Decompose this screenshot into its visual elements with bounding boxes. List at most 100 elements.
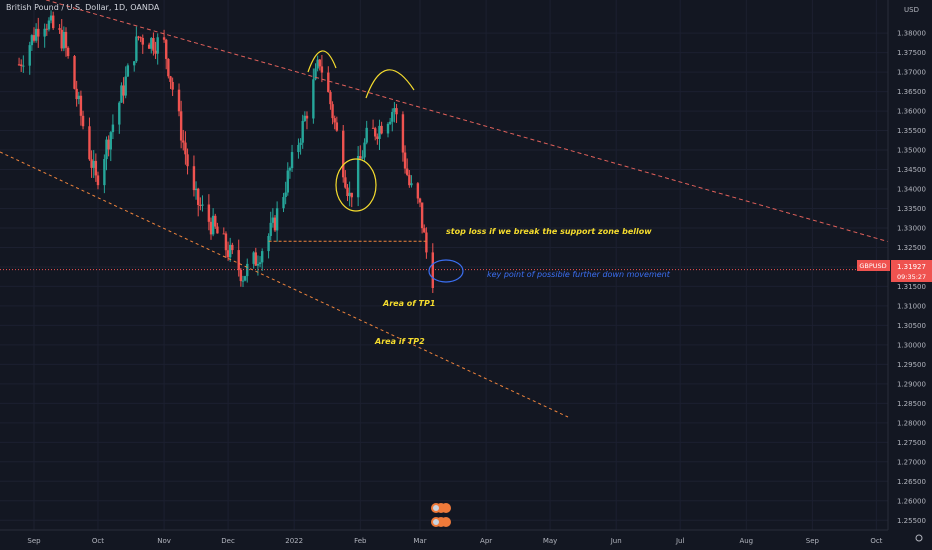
candle-body <box>37 28 40 37</box>
candle-body <box>252 252 255 264</box>
candle-body <box>154 50 157 54</box>
candle-body <box>111 124 115 133</box>
candle-body <box>94 160 98 176</box>
candle-body <box>316 59 319 69</box>
candle-body <box>286 170 289 193</box>
candle-body <box>20 64 23 67</box>
candle-body <box>420 202 424 229</box>
time-tick-label: Sep <box>806 537 820 545</box>
candle-body <box>273 217 277 231</box>
candle-body <box>96 175 100 186</box>
uk-flag-icon <box>433 505 439 511</box>
price-tick-label: 1.35000 <box>897 147 926 155</box>
us-flag-icon <box>433 519 439 525</box>
candle-body <box>284 192 287 198</box>
candle-body <box>214 215 217 227</box>
time-tick-label: Jun <box>610 537 622 545</box>
gear-icon[interactable] <box>915 534 923 542</box>
candle-body <box>199 204 202 206</box>
settings[interactable] <box>915 534 923 542</box>
candle-body <box>237 250 240 270</box>
candle-body <box>410 183 413 186</box>
candle-body <box>109 132 112 150</box>
currency-label: USD <box>904 6 919 14</box>
candle-body <box>22 65 25 67</box>
price-tick-label: 1.36000 <box>897 108 926 116</box>
price-tick-label: 1.33000 <box>897 224 926 232</box>
candle-body <box>376 136 379 139</box>
candle-body <box>135 36 138 62</box>
candle-body <box>182 140 185 143</box>
price-tick-label: 1.37500 <box>897 49 926 57</box>
key-point-ellipse <box>428 259 464 283</box>
candle-body <box>222 233 226 235</box>
candle-body <box>120 85 123 103</box>
price-tick-label: 1.31500 <box>897 283 926 291</box>
candle-body <box>147 44 151 49</box>
candle-body <box>207 204 211 222</box>
candle-body <box>388 121 392 124</box>
candle-body <box>49 15 53 21</box>
candle-body <box>43 28 46 37</box>
candle-body <box>312 79 315 119</box>
bottom-highlight-ellipse <box>335 158 377 212</box>
time-tick-label: Feb <box>354 537 367 545</box>
price-tick-label: 1.32500 <box>897 244 926 252</box>
candle-body <box>51 15 55 29</box>
candle-body <box>241 280 245 282</box>
candle-body <box>374 128 377 137</box>
candle-body <box>211 215 215 235</box>
candle-body <box>92 160 95 168</box>
tp1-annotation: Area of TP1 <box>382 299 435 308</box>
candle-body <box>305 115 309 119</box>
candle-body <box>333 118 336 123</box>
candle-body <box>329 92 332 105</box>
price-tick-label: 1.37000 <box>897 69 926 77</box>
resistance-trendline <box>44 0 889 243</box>
news-flag-icons[interactable] <box>431 503 451 527</box>
stop-loss-annotation: stop loss if we break the support zone b… <box>446 227 652 236</box>
candle-body <box>416 183 420 199</box>
last-price-value: 1.31927 <box>897 263 926 271</box>
candle-body <box>342 130 345 178</box>
time-axis[interactable]: Sep Oct Nov Dec 2022 Feb Mar Apr May Jun Jul Aug Sep… <box>0 529 888 545</box>
candle-body <box>267 235 270 252</box>
candle-body <box>179 111 183 141</box>
candle-body <box>395 108 398 115</box>
event-flag-icon[interactable] <box>441 517 451 527</box>
candle-body <box>156 37 159 54</box>
price-tick-label: 1.33500 <box>897 205 926 213</box>
candles <box>17 10 434 294</box>
candle-body <box>186 154 189 167</box>
candle-body <box>58 28 61 30</box>
candle-body <box>88 126 91 160</box>
candle-body <box>194 188 198 191</box>
candle-body <box>327 72 330 93</box>
symbol-badge <box>857 260 890 271</box>
price-tick-label: 1.35500 <box>897 127 926 135</box>
candle-body <box>356 156 360 198</box>
candle-body <box>314 68 317 80</box>
candle-body <box>133 61 136 66</box>
candle-body <box>66 47 70 57</box>
chart-title: British Pound / U.S. Dollar, 1D, OANDA <box>6 3 160 12</box>
price-label: GBPUSD 1.31927 09:35:27 <box>857 260 932 282</box>
candle-body <box>197 188 200 205</box>
candle-body <box>282 197 285 209</box>
candle-body <box>224 233 228 251</box>
candle-body <box>301 120 304 143</box>
price-tick-label: 1.27000 <box>897 458 926 466</box>
candle-body <box>431 252 434 288</box>
candle-body <box>150 38 153 49</box>
candle-body <box>177 89 181 112</box>
candle-body <box>320 66 324 73</box>
candle-body <box>201 204 204 206</box>
candle-body <box>105 139 108 160</box>
candle-body <box>256 263 260 266</box>
candle-body <box>17 64 21 66</box>
time-tick-label: Oct <box>92 537 104 545</box>
candle-body <box>34 28 38 41</box>
event-flag-icon[interactable] <box>441 503 451 513</box>
